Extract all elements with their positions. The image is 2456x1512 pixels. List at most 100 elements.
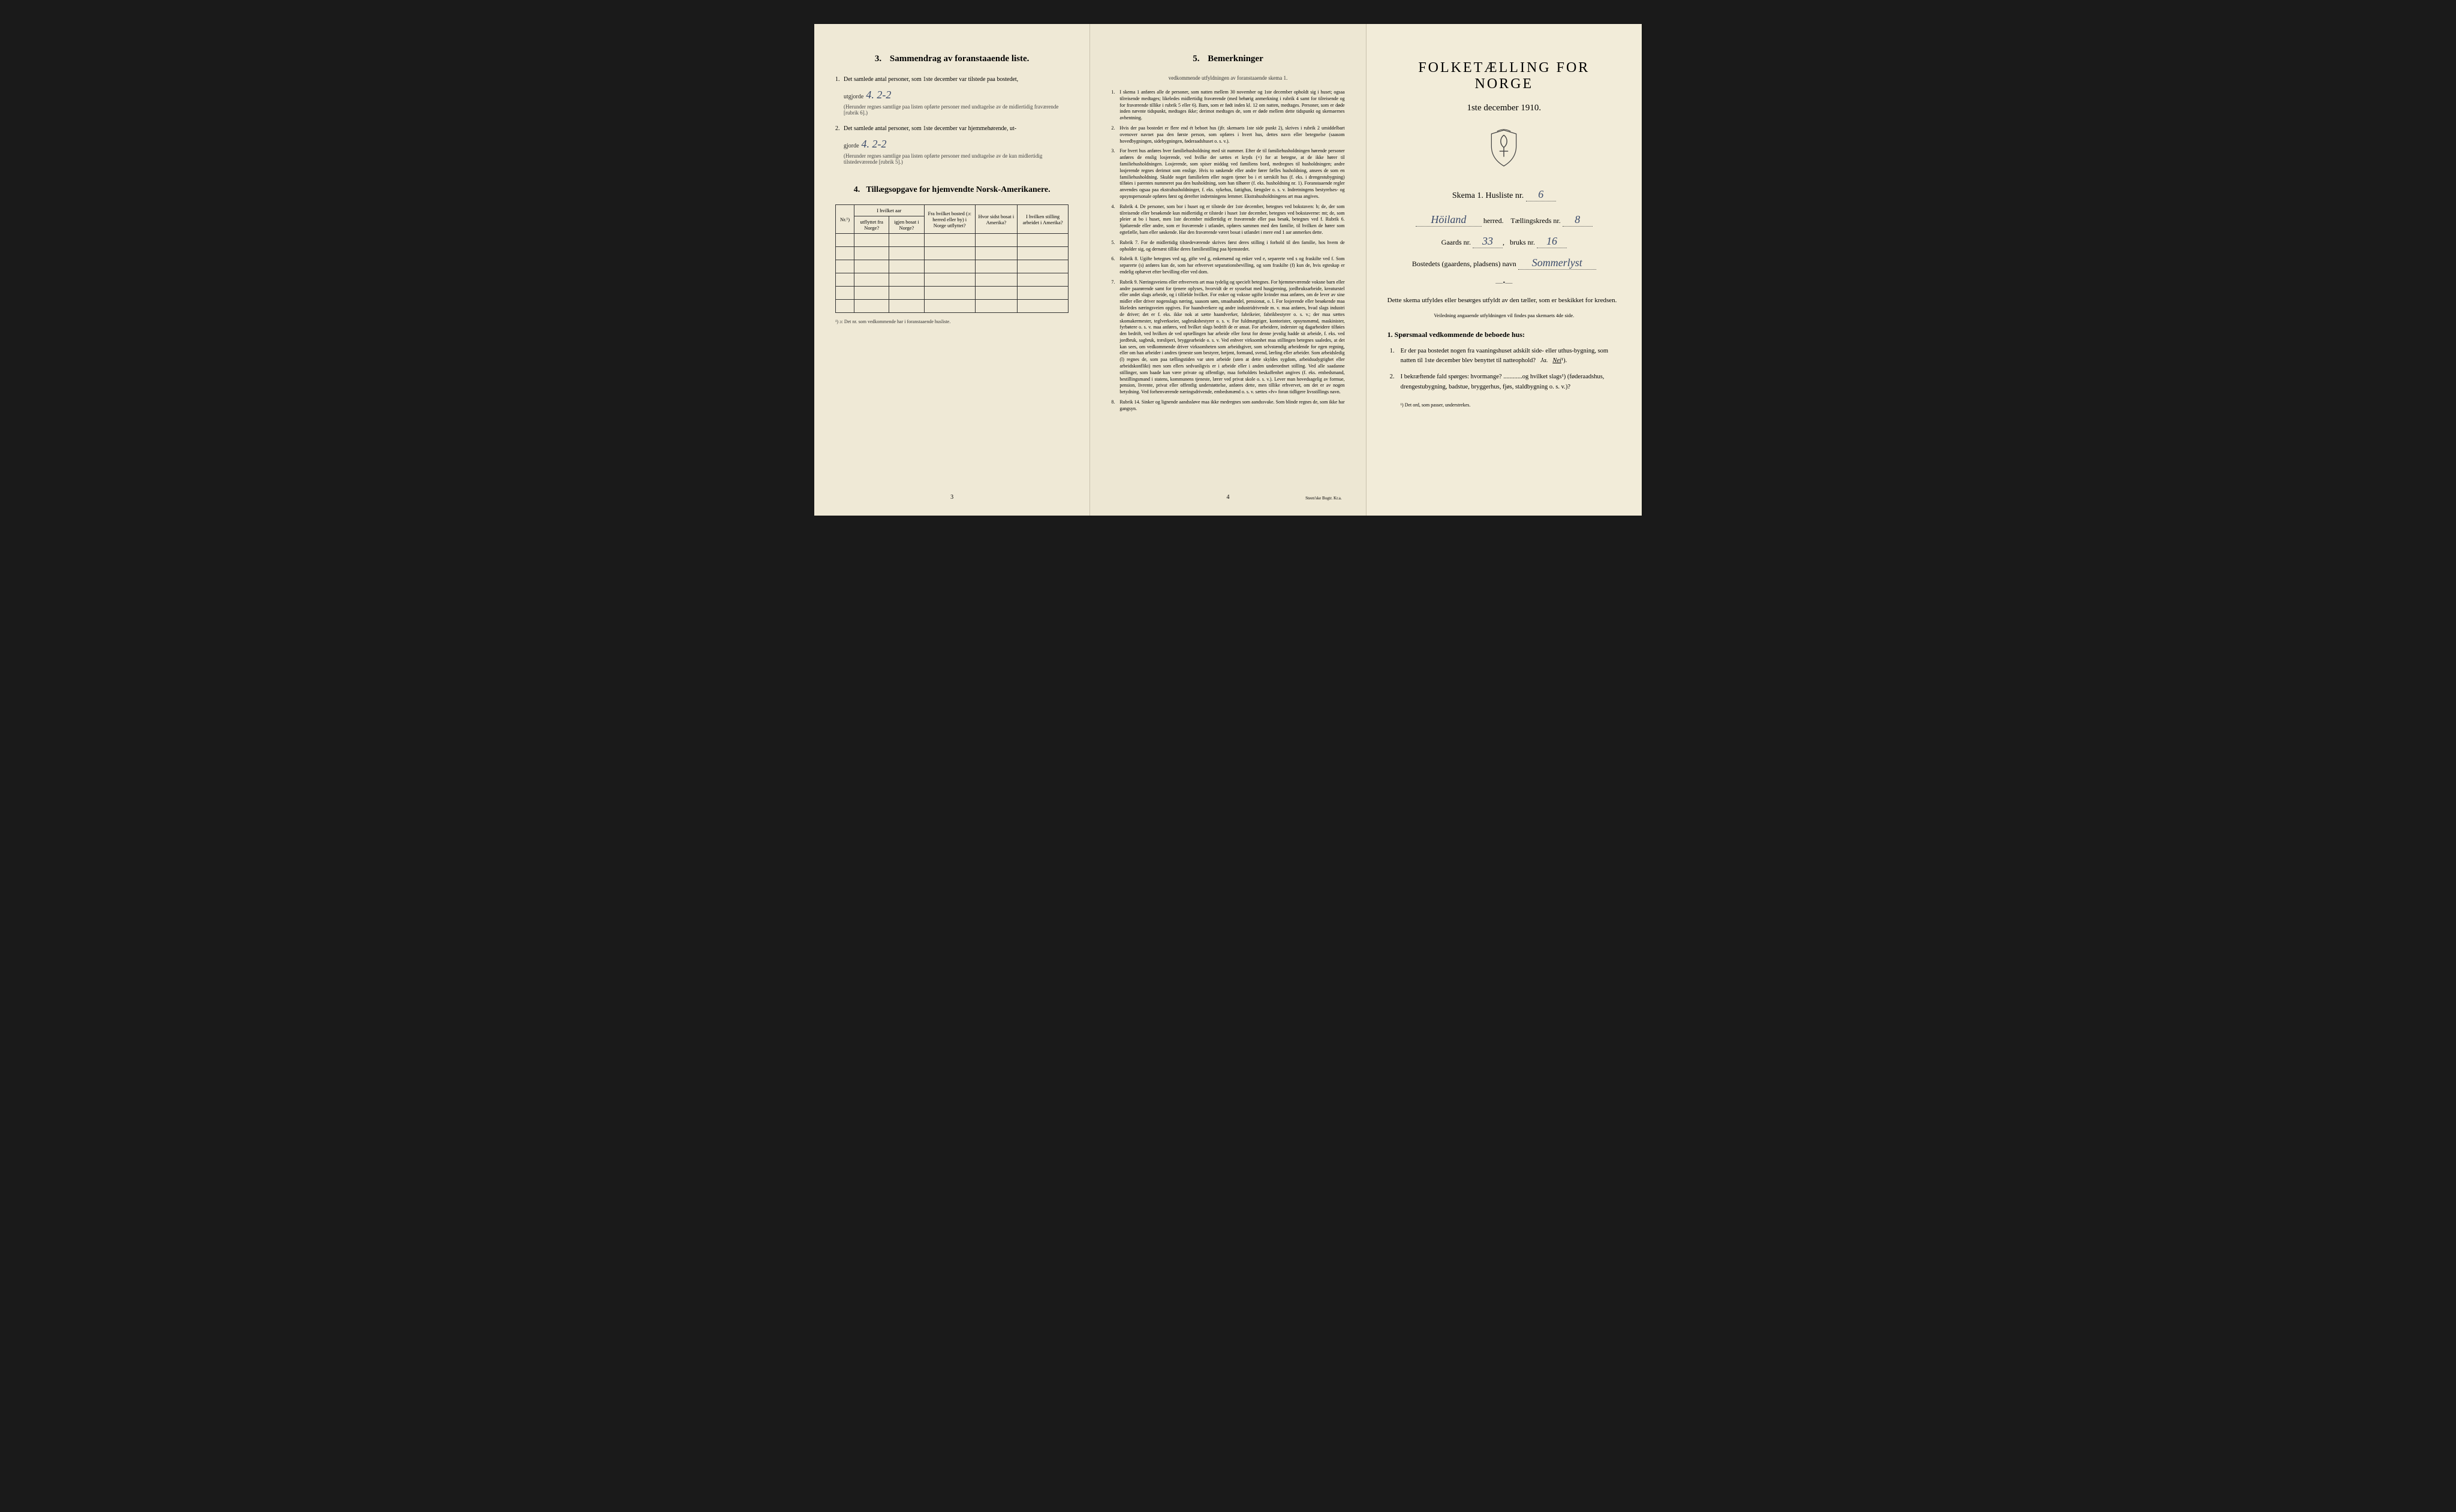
q1-handwritten-value: 4. 2-2: [866, 89, 891, 101]
page-number-3: 3: [814, 494, 1089, 501]
table-row: [836, 300, 1069, 313]
section-5-num: 5.: [1193, 54, 1199, 64]
bosted-line: Bostedets (gaardens, pladsens) navn Somm…: [1387, 257, 1621, 270]
bosted-label: Bostedets (gaardens, pladsens) navn: [1412, 260, 1516, 268]
summary-q2: 2. Det samlede antal personer, som 1ste …: [835, 124, 1069, 133]
remark-num: 5.: [1111, 240, 1115, 246]
remark-num: 6.: [1111, 256, 1115, 263]
census-main-title: FOLKETÆLLING FOR NORGE: [1387, 60, 1621, 92]
table-body: [836, 234, 1069, 313]
q2-num: 2.: [1390, 372, 1395, 382]
norway-crest-icon: [1387, 129, 1621, 170]
question-heading: 1. Spørsmaal vedkommende de beboede hus:: [1387, 330, 1621, 339]
ornament-icon: ―•―: [1387, 278, 1621, 287]
section-5-subtitle: vedkommende utfyldningen av foranstaaend…: [1111, 75, 1344, 81]
table-row: [836, 260, 1069, 273]
q2-handwritten-value: 4. 2-2: [862, 138, 887, 150]
section-3-title: 3. Sammendrag av foranstaaende liste.: [835, 54, 1069, 64]
section-3-num: 3.: [875, 54, 881, 64]
q1-note: (Herunder regnes samtlige paa listen opf…: [835, 104, 1069, 116]
remark-text: Rubrik 9. Næringsveiens eller erhvervets…: [1119, 279, 1344, 395]
remark-num: 8.: [1111, 399, 1115, 406]
q1-body: Er der paa bostedet nogen fra vaaningshu…: [1401, 348, 1608, 365]
remark-text: For hvert hus anføres hver familiehushol…: [1119, 148, 1344, 199]
remark-text: Rubrik 14. Sinker og lignende aandssløve…: [1119, 399, 1344, 411]
skema-line: Skema 1. Husliste nr. 6: [1387, 188, 1621, 201]
remark-text: Rubrik 4. De personer, som bor i huset o…: [1119, 204, 1344, 235]
remark-num: 7.: [1111, 279, 1115, 286]
table-row: [836, 247, 1069, 260]
remark-item: 8. Rubrik 14. Sinker og lignende aandsslø…: [1111, 399, 1344, 412]
page-4-remarks: 5. Bemerkninger vedkommende utfyldningen…: [1090, 24, 1366, 516]
q2-text: Det samlede antal personer, som 1ste dec…: [844, 125, 1016, 132]
q-heading-text: Spørsmaal vedkommende de beboede hus:: [1395, 330, 1525, 339]
remark-text: Hvis der paa bostedet er flere end ét be…: [1119, 125, 1344, 144]
section-4-num: 4.: [854, 185, 860, 194]
summary-q1: 1. Det samlede antal personer, som 1ste …: [835, 75, 1069, 84]
q1-ja: Ja.: [1540, 357, 1548, 364]
house-question-2: 2. I bekræftende fald spørges: hvormange…: [1387, 372, 1621, 393]
section-5-title: 5. Bemerkninger: [1111, 54, 1344, 64]
remark-item: 2. Hvis der paa bostedet er flere end ét …: [1111, 125, 1344, 144]
col-year-back: igjen bosat i Norge?: [889, 216, 924, 234]
bruk-label: bruks nr.: [1510, 238, 1535, 246]
remark-item: 3. For hvert hus anføres hver familiehush…: [1111, 148, 1344, 200]
section-4-title: 4. Tillægsopgave for hjemvendte Norsk-Am…: [835, 185, 1069, 195]
col-year-out: utflyttet fra Norge?: [854, 216, 889, 234]
kreds-label: Tællingskreds nr.: [1510, 216, 1560, 225]
gaard-value: 33: [1473, 235, 1503, 248]
q2-answer-line: gjorde 4. 2-2: [835, 138, 1069, 150]
q1-sup: ¹).: [1561, 357, 1567, 364]
remark-item: 1.I skema 1 anføres alle de personer, so…: [1111, 89, 1344, 122]
col-job: I hvilken stilling arbeidet i Amerika?: [1017, 205, 1068, 234]
house-question-1: 1. Er der paa bostedet nogen fra vaaning…: [1387, 347, 1621, 367]
remark-item: 4. Rubrik 4. De personer, som bor i huset…: [1111, 204, 1344, 236]
q1-num: 1.: [1390, 347, 1395, 357]
remarks-list: 1.I skema 1 anføres alle de personer, so…: [1111, 89, 1344, 412]
herred-label: herred.: [1483, 216, 1504, 225]
col-from: Fra hvilket bosted (ɔ: herred eller by) …: [924, 205, 975, 234]
q1-label: utgjorde: [844, 94, 863, 100]
q2-note: (Herunder regnes samtlige paa listen opf…: [835, 153, 1069, 165]
q1-answer-line: utgjorde 4. 2-2: [835, 89, 1069, 101]
page-1-cover: FOLKETÆLLING FOR NORGE 1ste december 191…: [1367, 24, 1642, 516]
table-row: [836, 273, 1069, 287]
remark-item: 5.Rubrik 7. For de midlertidig tilstedev…: [1111, 240, 1344, 253]
col-nr: Nr.¹): [836, 205, 854, 234]
section-4-heading: Tillægsopgave for hjemvendte Norsk-Ameri…: [866, 185, 1050, 194]
page1-footnote: ¹) ɔ: Det nr. som vedkommende har i fora…: [835, 319, 1069, 324]
table-row: [836, 287, 1069, 300]
guidance-note: Veiledning angaaende utfyldningen vil fi…: [1387, 312, 1621, 318]
q-heading-num: 1.: [1387, 330, 1393, 339]
col-year-header: I hvilket aar: [854, 205, 924, 216]
gaard-line: Gaards nr. 33, bruks nr. 16: [1387, 235, 1621, 248]
norsk-amerikanere-table: Nr.¹) I hvilket aar Fra hvilket bosted (…: [835, 204, 1069, 313]
remark-item: 6. Rubrik 8. Ugifte betegnes ved ug, gift…: [1111, 256, 1344, 275]
remark-num: 3.: [1111, 148, 1115, 155]
filler-instruction: Dette skema utfyldes eller besørges utfy…: [1387, 296, 1621, 306]
remark-item: 7. Rubrik 9. Næringsveiens eller erhverve…: [1111, 279, 1344, 396]
census-document: 3. Sammendrag av foranstaaende liste. 1.…: [814, 24, 1642, 516]
q2-body: I bekræftende fald spørges: hvormange? .…: [1401, 374, 1605, 390]
herred-line: Höiland herred. Tællingskreds nr. 8: [1387, 213, 1621, 227]
skema-label: Skema 1. Husliste nr.: [1452, 191, 1524, 200]
bosted-value: Sommerlyst: [1518, 257, 1596, 270]
kreds-value: 8: [1563, 213, 1593, 227]
table-row: [836, 234, 1069, 247]
printer-credit: Steen'ske Bogtr. Kr.a.: [1305, 496, 1342, 501]
gaard-label: Gaards nr.: [1441, 238, 1471, 246]
remark-text: I skema 1 anføres alle de personer, som …: [1119, 89, 1344, 121]
census-date: 1ste december 1910.: [1387, 103, 1621, 113]
bruk-value: 16: [1537, 235, 1567, 248]
section-3-heading: Sammendrag av foranstaaende liste.: [890, 54, 1030, 64]
remark-text: Rubrik 8. Ugifte betegnes ved ug, gifte …: [1119, 256, 1344, 275]
remark-num: 4.: [1111, 204, 1115, 210]
q1-nei-underlined: Nei: [1552, 357, 1561, 364]
page-3-summary: 3. Sammendrag av foranstaaende liste. 1.…: [814, 24, 1090, 516]
page3-footnote: ¹) Det ord, som passer, understrekes.: [1387, 402, 1621, 408]
herred-value: Höiland: [1416, 213, 1482, 227]
q1-text: Det samlede antal personer, som 1ste dec…: [844, 76, 1018, 83]
remark-num: 2.: [1111, 125, 1115, 132]
q2-label: gjorde: [844, 143, 859, 149]
section-5-heading: Bemerkninger: [1208, 54, 1263, 64]
